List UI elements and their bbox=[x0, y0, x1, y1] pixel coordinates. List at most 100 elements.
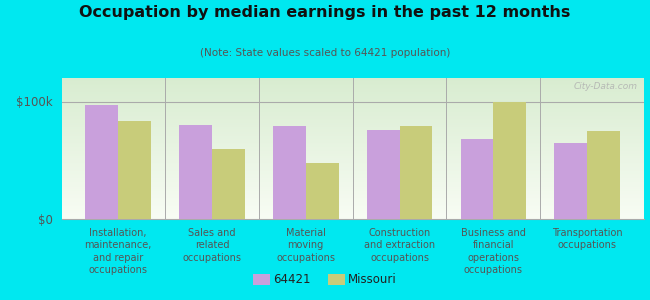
Bar bbox=[400, 126, 432, 219]
Bar bbox=[62, 85, 644, 86]
Bar bbox=[62, 188, 644, 189]
Bar bbox=[62, 88, 644, 89]
Bar bbox=[62, 194, 644, 195]
Bar bbox=[62, 198, 644, 199]
Bar bbox=[62, 118, 644, 119]
Bar bbox=[62, 175, 644, 177]
Bar bbox=[62, 129, 644, 130]
Bar bbox=[212, 148, 244, 219]
Bar bbox=[62, 178, 644, 179]
Bar bbox=[62, 84, 644, 85]
Bar bbox=[62, 136, 644, 137]
Bar bbox=[62, 124, 644, 126]
Bar bbox=[62, 141, 644, 143]
Bar bbox=[62, 201, 644, 202]
Bar bbox=[85, 105, 118, 219]
Bar bbox=[62, 208, 644, 209]
Bar bbox=[62, 209, 644, 211]
Bar bbox=[62, 96, 644, 98]
Bar bbox=[62, 202, 644, 203]
Bar bbox=[62, 187, 644, 188]
Bar bbox=[62, 199, 644, 201]
Bar bbox=[62, 171, 644, 172]
Bar bbox=[62, 91, 644, 92]
Bar bbox=[62, 146, 644, 147]
Bar bbox=[62, 205, 644, 206]
Bar bbox=[554, 142, 587, 219]
Bar bbox=[62, 189, 644, 191]
Bar bbox=[62, 164, 644, 165]
Bar bbox=[62, 147, 644, 148]
Bar bbox=[62, 161, 644, 163]
Bar bbox=[62, 103, 644, 105]
Bar bbox=[62, 181, 644, 182]
Bar bbox=[62, 151, 644, 153]
Bar bbox=[62, 80, 644, 81]
Bar bbox=[62, 134, 644, 136]
Bar bbox=[62, 86, 644, 88]
Bar bbox=[62, 78, 644, 80]
Bar bbox=[62, 191, 644, 192]
Bar bbox=[493, 101, 526, 219]
Bar bbox=[62, 113, 644, 115]
Bar bbox=[62, 133, 644, 134]
Bar bbox=[62, 102, 644, 104]
Bar bbox=[62, 206, 644, 208]
Text: (Note: State values scaled to 64421 population): (Note: State values scaled to 64421 popu… bbox=[200, 48, 450, 58]
Bar bbox=[62, 184, 644, 185]
Bar bbox=[62, 177, 644, 178]
Bar bbox=[62, 122, 644, 123]
Bar bbox=[62, 130, 644, 132]
Bar bbox=[62, 192, 644, 194]
Bar bbox=[62, 82, 644, 84]
Bar bbox=[62, 211, 644, 212]
Text: Occupation by median earnings in the past 12 months: Occupation by median earnings in the pas… bbox=[79, 4, 571, 20]
Bar bbox=[62, 120, 644, 122]
Bar bbox=[62, 132, 644, 133]
Bar bbox=[306, 163, 339, 219]
Bar bbox=[62, 144, 644, 146]
Bar bbox=[62, 170, 644, 171]
Bar bbox=[62, 218, 644, 219]
Bar bbox=[62, 98, 644, 99]
Bar bbox=[62, 179, 644, 181]
Bar bbox=[62, 182, 644, 184]
Bar bbox=[62, 140, 644, 141]
Bar bbox=[587, 131, 620, 219]
Bar bbox=[62, 137, 644, 139]
Bar bbox=[179, 125, 212, 219]
Bar bbox=[62, 139, 644, 140]
Bar bbox=[62, 115, 644, 116]
Bar bbox=[62, 110, 644, 112]
Bar bbox=[62, 100, 644, 102]
Bar bbox=[62, 106, 644, 108]
Bar bbox=[62, 185, 644, 187]
Bar bbox=[62, 215, 644, 216]
Bar bbox=[62, 92, 644, 94]
Bar bbox=[62, 158, 644, 160]
Bar bbox=[62, 99, 644, 100]
Bar bbox=[62, 143, 644, 144]
Bar bbox=[62, 160, 644, 161]
Bar bbox=[273, 126, 306, 219]
Bar bbox=[62, 213, 644, 215]
Bar bbox=[62, 105, 644, 106]
Bar bbox=[62, 148, 644, 150]
Bar bbox=[62, 126, 644, 127]
Bar bbox=[62, 154, 644, 155]
Bar bbox=[62, 109, 644, 110]
Bar bbox=[62, 155, 644, 157]
Bar bbox=[62, 153, 644, 154]
Bar bbox=[62, 119, 644, 120]
Bar bbox=[62, 112, 644, 113]
Bar bbox=[62, 157, 644, 158]
Bar bbox=[62, 203, 644, 205]
Bar bbox=[62, 212, 644, 213]
Bar bbox=[62, 163, 644, 164]
Bar bbox=[62, 172, 644, 174]
Bar bbox=[62, 168, 644, 170]
Bar bbox=[62, 108, 644, 109]
Bar bbox=[62, 127, 644, 129]
Legend: 64421, Missouri: 64421, Missouri bbox=[248, 269, 402, 291]
Bar bbox=[62, 116, 644, 118]
